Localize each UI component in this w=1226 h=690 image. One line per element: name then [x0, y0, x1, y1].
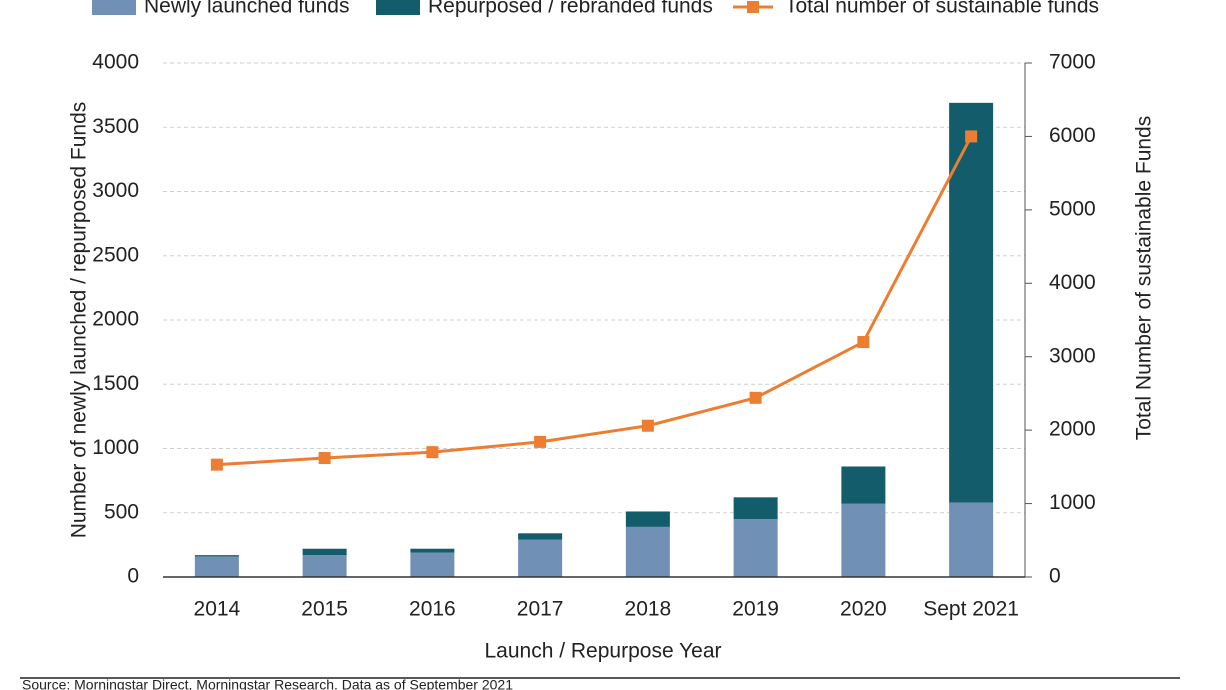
line-marker	[641, 419, 654, 432]
y-tick-label: 2500	[92, 243, 139, 266]
bar	[194, 556, 239, 577]
y-axis-title: Number of newly launched / repurposed Fu…	[68, 102, 91, 539]
y-tick-label: 1500	[92, 372, 139, 395]
y2-tick-label: 3000	[1049, 344, 1096, 367]
line-marker	[749, 391, 762, 404]
x-tick-label: 2014	[194, 598, 241, 621]
bar	[733, 519, 778, 577]
y-tick-label: 1000	[92, 436, 139, 459]
legend-label: Newly launched funds	[144, 0, 349, 18]
bar	[302, 555, 347, 577]
bar	[194, 555, 239, 557]
y2-tick-label: 1000	[1049, 491, 1096, 514]
x-tick-label: 2018	[625, 598, 672, 621]
x-tick-label: 2017	[517, 598, 564, 621]
line-marker	[965, 130, 978, 143]
y2-tick-label: 2000	[1049, 418, 1096, 441]
y-tick-label: 500	[104, 500, 139, 523]
bar	[625, 526, 670, 577]
legend-swatch	[376, 0, 420, 15]
y2-axis-title: Total Number of sustainable Funds	[1133, 116, 1156, 441]
x-tick-label: 2016	[409, 598, 456, 621]
line-marker	[210, 458, 223, 471]
bar	[302, 548, 347, 556]
line-marker	[318, 452, 331, 465]
y-tick-label: 4000	[92, 51, 139, 74]
y2-tick-label: 7000	[1049, 51, 1096, 74]
bar	[733, 497, 778, 520]
x-axis-title: Launch / Repurpose Year	[484, 640, 721, 663]
bar	[410, 548, 455, 553]
bar	[949, 502, 994, 577]
bar	[841, 503, 886, 577]
bar	[518, 533, 563, 540]
line-marker	[534, 435, 547, 448]
y2-tick-label: 4000	[1049, 271, 1096, 294]
source: Source: Morningstar Direct, Morningstar …	[22, 677, 513, 690]
legend-swatch	[92, 0, 136, 15]
line	[216, 135, 973, 467]
y2-tick-label: 5000	[1049, 197, 1096, 220]
y-tick-label: 3500	[92, 115, 139, 138]
legend-label: Repurposed / rebranded funds	[428, 0, 713, 18]
line-marker	[857, 336, 870, 349]
y-tick-label: 3000	[92, 179, 139, 202]
y2-tick-label: 6000	[1049, 124, 1096, 147]
bar	[518, 539, 563, 577]
x-tick-label: Sept 2021	[923, 598, 1019, 621]
legend-label: Total number of sustainable funds	[785, 0, 1099, 18]
line-marker	[426, 446, 439, 459]
x-tick-label: 2020	[840, 598, 887, 621]
y-tick-label: 2000	[92, 308, 139, 331]
bar	[841, 466, 886, 504]
x-tick-label: 2019	[732, 598, 779, 621]
y2-tick-label: 0	[1049, 565, 1061, 588]
x-tick-label: 2015	[301, 598, 348, 621]
bar	[949, 102, 994, 503]
bar	[625, 511, 670, 527]
legend-marker	[747, 1, 759, 13]
bar	[410, 552, 455, 577]
y-tick-label: 0	[127, 565, 139, 588]
